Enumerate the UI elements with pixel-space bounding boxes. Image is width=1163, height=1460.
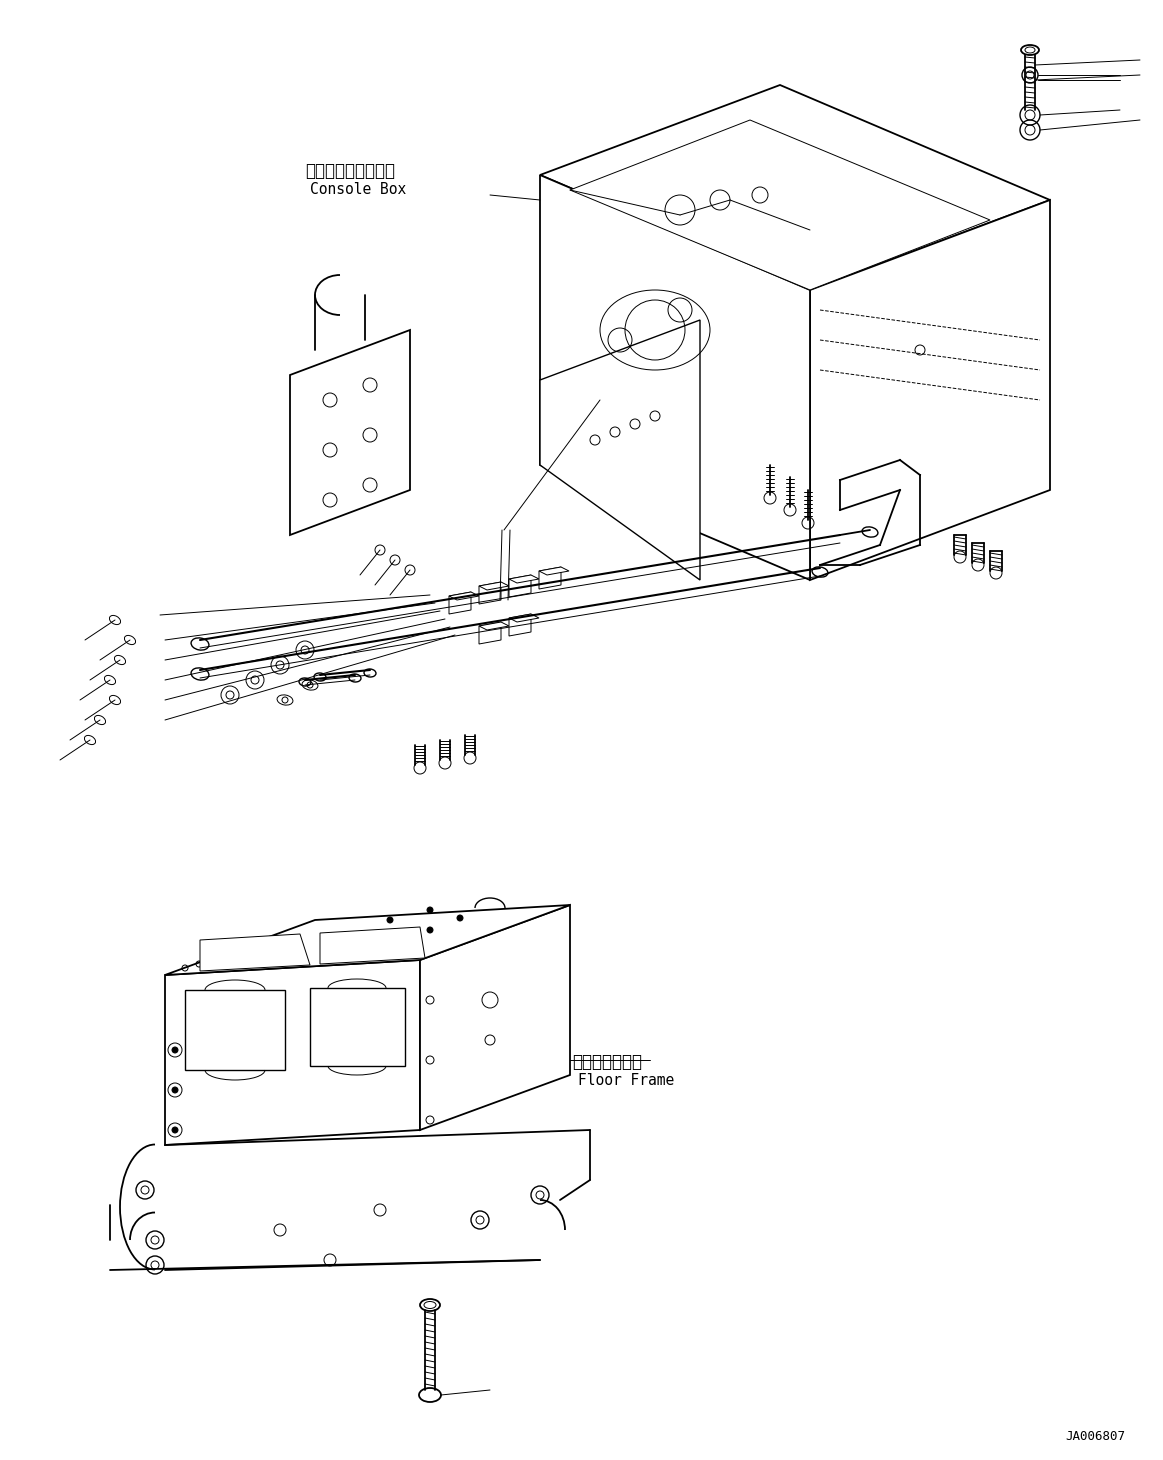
Polygon shape <box>538 566 561 588</box>
Circle shape <box>172 1088 178 1094</box>
Circle shape <box>457 915 463 921</box>
Polygon shape <box>509 615 531 637</box>
Polygon shape <box>540 320 700 580</box>
Polygon shape <box>420 905 570 1130</box>
Polygon shape <box>479 583 509 590</box>
Bar <box>185 990 285 1070</box>
Polygon shape <box>538 566 569 575</box>
Circle shape <box>427 907 433 912</box>
Bar <box>311 988 405 1066</box>
Polygon shape <box>479 622 509 631</box>
Polygon shape <box>509 615 538 622</box>
Polygon shape <box>809 200 1050 580</box>
Polygon shape <box>479 622 501 644</box>
Polygon shape <box>449 591 471 615</box>
Polygon shape <box>570 120 990 291</box>
Polygon shape <box>165 905 570 975</box>
Circle shape <box>172 1047 178 1053</box>
Polygon shape <box>449 591 479 600</box>
Polygon shape <box>290 330 411 534</box>
Polygon shape <box>479 583 501 604</box>
Circle shape <box>387 917 393 923</box>
Polygon shape <box>540 85 1050 291</box>
Polygon shape <box>200 934 311 971</box>
Polygon shape <box>509 575 531 597</box>
Text: JA006807: JA006807 <box>1065 1429 1125 1442</box>
Polygon shape <box>509 575 538 583</box>
Polygon shape <box>165 961 420 1145</box>
Text: コンソールボックス: コンソールボックス <box>305 162 395 180</box>
Circle shape <box>172 1127 178 1133</box>
Text: フロアフレーム: フロアフレーム <box>572 1053 642 1072</box>
Text: Floor Frame: Floor Frame <box>578 1073 675 1088</box>
Text: Console Box: Console Box <box>311 182 406 197</box>
Polygon shape <box>320 927 424 964</box>
Circle shape <box>427 927 433 933</box>
Polygon shape <box>540 175 809 580</box>
